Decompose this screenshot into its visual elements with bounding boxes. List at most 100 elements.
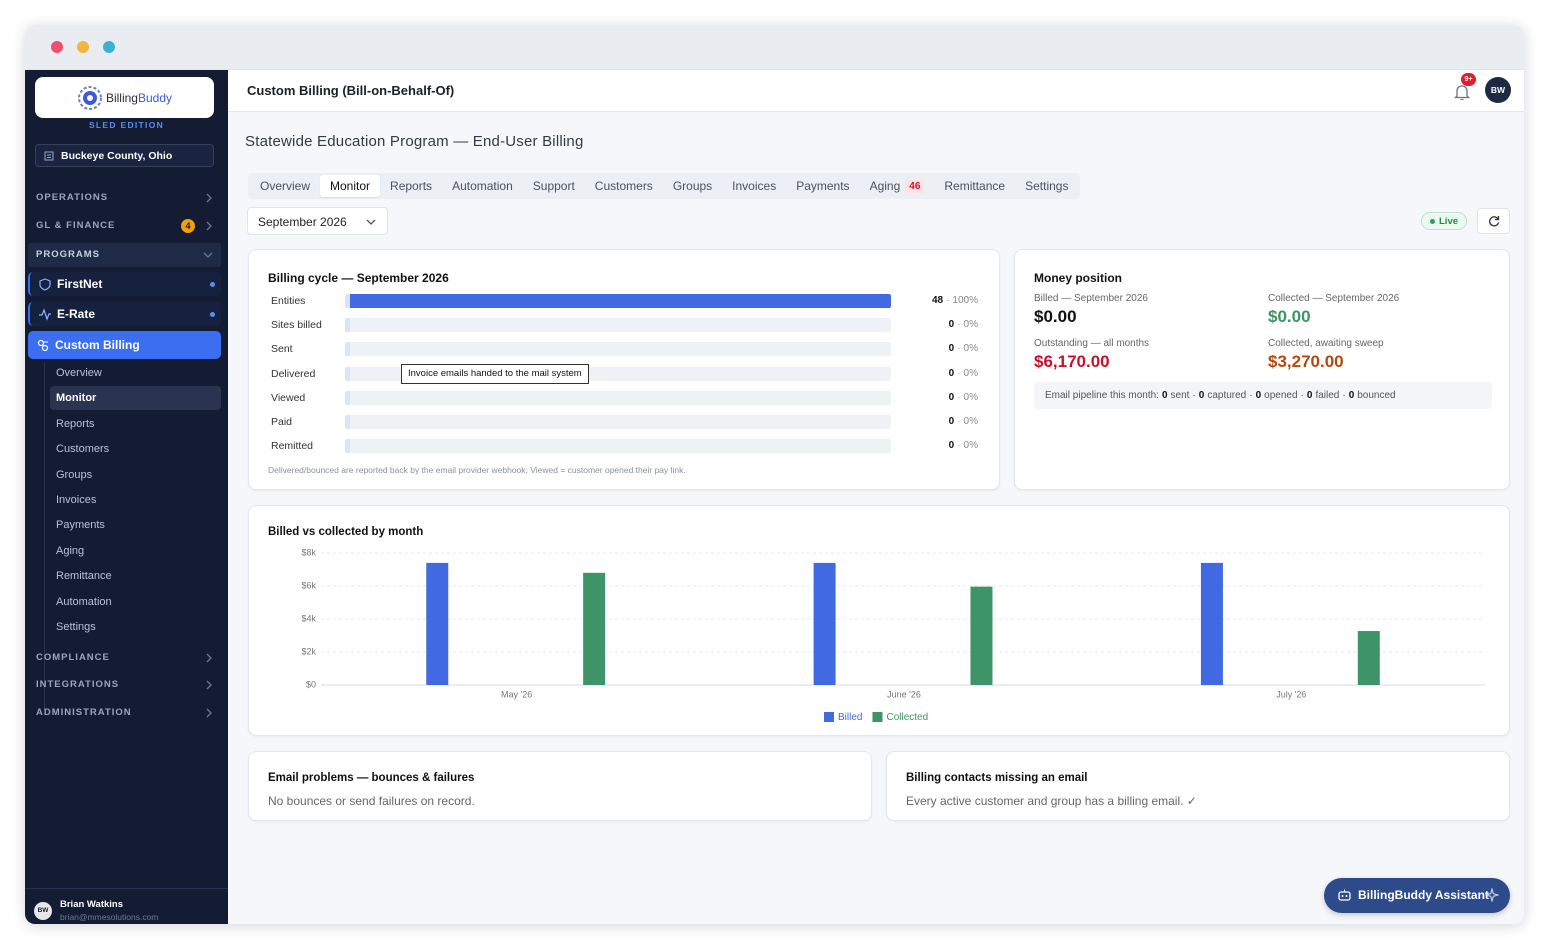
subnav-item[interactable]: Overview [56, 367, 102, 379]
subnav-item[interactable]: Settings [56, 621, 96, 633]
subnav-item[interactable]: Aging [56, 544, 85, 557]
card-message: No bounces or send failures on record. [268, 794, 475, 808]
email-pipeline: Email pipeline this month: 0 sent · 0 capture… [1034, 382, 1492, 409]
icon-shape [77, 85, 102, 110]
row-label: Sent [271, 343, 293, 356]
row-stats: 0 · 0% [849, 392, 978, 403]
window-close[interactable] [51, 41, 63, 53]
row-percent: 100% [952, 295, 978, 306]
row-stats: 48 · 100% [849, 295, 978, 306]
card-title: Billing contacts missing an email [906, 772, 1088, 784]
tab[interactable]: Payments [786, 175, 859, 197]
row-count: 0 [948, 391, 955, 403]
subnav-item[interactable]: Customers [56, 443, 110, 456]
card-message: Every active customer and group has a bi… [906, 794, 1197, 808]
tab[interactable]: Settings [1015, 175, 1078, 197]
window-minimize[interactable] [77, 41, 89, 53]
nav-section[interactable]: ADMINISTRATION [36, 707, 132, 718]
program-icon [37, 339, 49, 352]
subnav-active-bg [50, 386, 221, 411]
money-label: Billed — September 2026 [1034, 293, 1148, 304]
window-zoom[interactable] [103, 41, 115, 53]
subnav-item[interactable]: Monitor [56, 392, 97, 405]
pipeline-count: 0 [1306, 390, 1313, 401]
tab[interactable]: Automation [442, 175, 523, 197]
chart-title: Billed vs collected by month [268, 526, 423, 538]
tab[interactable]: Support [523, 175, 585, 197]
tab[interactable]: Aging 46 [860, 175, 935, 197]
card-title: Money position [1034, 271, 1122, 285]
tab[interactable]: Customers [585, 175, 663, 197]
email-problems-card: Email problems — bounces & failures No bo… [248, 751, 872, 821]
money-value: $0.00 [1268, 307, 1311, 326]
separator: · [957, 391, 961, 403]
nav-section[interactable]: PROGRAMS [36, 249, 100, 260]
bar [1200, 562, 1223, 685]
nav-section[interactable]: INTEGRATIONS [36, 679, 120, 690]
org-selector[interactable]: Buckeye County, Ohio [35, 144, 214, 167]
page-title: Statewide Education Program — End-User B… [245, 133, 584, 150]
legend-swatch [824, 712, 834, 722]
tab[interactable]: Overview [250, 175, 320, 197]
notifications[interactable] [1453, 81, 1471, 101]
main-area: Custom Billing (Bill-on-Behalf-Of) 9+ BW St… [228, 70, 1524, 924]
y-tick-label: $4k [301, 613, 316, 623]
sidebar: BillingBuddy SLED EDITION Buckeye County, … [25, 70, 228, 924]
separator: · [1342, 390, 1346, 401]
program-icon [39, 278, 51, 291]
tab-badge: 46 [905, 179, 925, 193]
month-select[interactable]: September 2026 [247, 207, 388, 235]
program-item[interactable]: E-Rate [28, 302, 221, 326]
assistant-button[interactable]: BillingBuddy Assistant [1324, 878, 1510, 913]
icon-shape [206, 680, 212, 690]
tab[interactable]: Remittance [934, 175, 1015, 197]
y-tick-label: $6k [301, 580, 316, 590]
subnav-item[interactable]: Remittance [56, 570, 112, 583]
money-position-card: Money position Billed — September 2026 $0.… [1014, 249, 1510, 490]
row-label: Entities [271, 295, 306, 307]
tab-bar: Overview Monitor Reports Automation Support C… [248, 173, 1081, 199]
separator: · [1192, 390, 1196, 401]
tab[interactable]: Invoices [722, 175, 786, 197]
app-window: BillingBuddy SLED EDITION Buckeye County, … [25, 25, 1524, 924]
row-label: Sites billed [271, 319, 322, 332]
bar [583, 572, 606, 685]
logo-box[interactable]: BillingBuddy [35, 77, 214, 118]
pipeline-label: bounced [1357, 390, 1396, 401]
subnav-item[interactable]: Reports [56, 417, 95, 430]
program-item[interactable]: Custom Billing [28, 331, 221, 359]
nav-section[interactable]: COMPLIANCE [36, 652, 110, 663]
nav-section[interactable]: OPERATIONS [36, 192, 109, 203]
icon-shape [41, 344, 49, 352]
user-avatar[interactable]: BW [34, 902, 52, 920]
pipeline-label: sent [1170, 390, 1190, 401]
bar [350, 294, 891, 308]
tab[interactable]: Groups [663, 175, 722, 197]
subnav-item[interactable]: Payments [56, 519, 105, 532]
header-avatar[interactable]: BW [1485, 77, 1511, 103]
tab-label: Reports [390, 179, 433, 193]
tab[interactable]: Monitor [320, 175, 381, 197]
program-item[interactable]: FirstNet [28, 272, 221, 296]
tab[interactable]: Reports [380, 175, 442, 197]
refresh-button[interactable] [1477, 208, 1510, 234]
row-percent: 0% [963, 367, 978, 379]
subnav-item[interactable]: Automation [56, 595, 112, 608]
separator: · [957, 319, 961, 331]
pipeline-count: 0 [1161, 390, 1168, 401]
sparkle-icon [1485, 888, 1499, 902]
money-value: $0.00 [1034, 307, 1077, 326]
subnav-rail [44, 362, 45, 710]
subnav-item[interactable]: Invoices [56, 494, 97, 506]
icon-shape [206, 193, 212, 203]
pipeline-label: failed [1315, 390, 1340, 401]
org-name: Buckeye County, Ohio [61, 150, 173, 162]
footer-divider [25, 888, 228, 889]
program-label: E-Rate [57, 307, 96, 321]
subnav-item[interactable]: Groups [56, 468, 93, 481]
nav-section[interactable]: GL & FINANCE [36, 220, 116, 231]
bar-track [345, 294, 891, 308]
x-tick-label: July '26 [1276, 689, 1306, 699]
tab-label: Automation [452, 179, 513, 193]
tab-label: Aging [869, 179, 901, 193]
